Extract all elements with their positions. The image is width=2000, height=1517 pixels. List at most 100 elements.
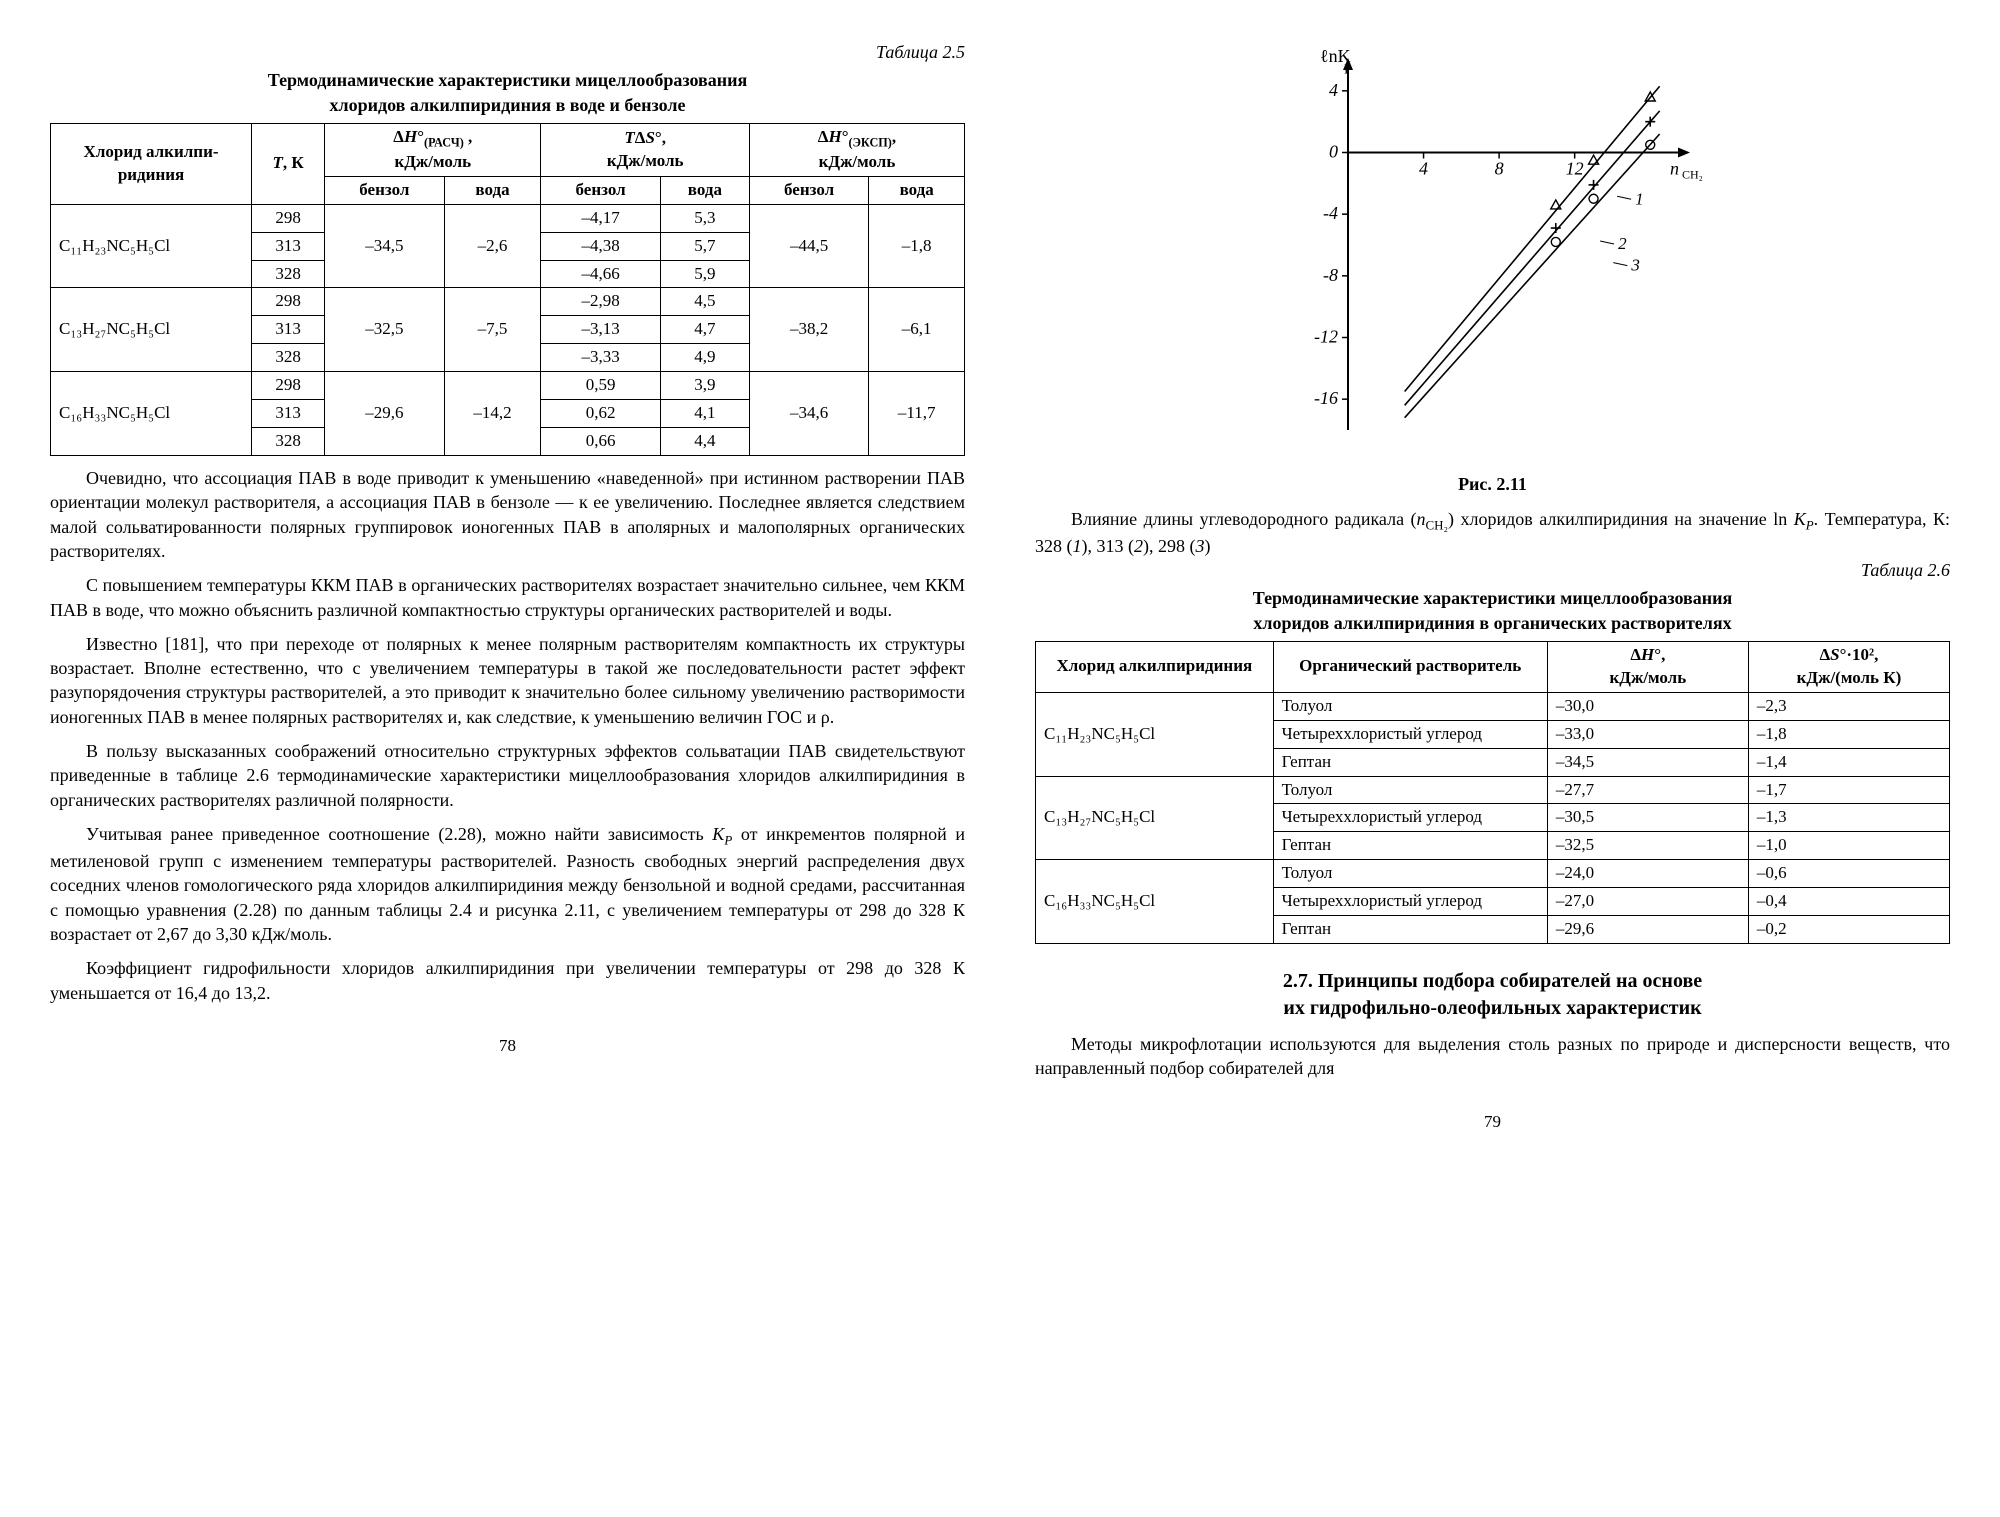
svg-text:-4: -4 — [1323, 203, 1338, 223]
t25-sw3: вода — [869, 176, 965, 204]
table-cell: 4,9 — [660, 344, 749, 372]
table-cell: Гептан — [1273, 748, 1547, 776]
table-cell: –30,5 — [1547, 804, 1748, 832]
table-cell: 298 — [252, 204, 325, 232]
t25-c1: Хлорид алкилпи-ридиния — [84, 142, 219, 184]
table-cell: C₁₆H₃₃NC₅H₅Cl — [1036, 860, 1274, 944]
t25-c-TdS: TΔS°,кДж/моль — [607, 128, 684, 170]
table-cell: 4,5 — [660, 288, 749, 316]
table-cell: –0,4 — [1748, 888, 1949, 916]
table-cell: 0,59 — [541, 372, 660, 400]
t26-c3: ΔH°,кДж/моль — [1610, 645, 1687, 687]
table-cell: C₁₁H₂₃NC₅H₅Cl — [51, 204, 252, 288]
table-cell: –34,5 — [325, 204, 444, 288]
table-cell: Толуол — [1273, 860, 1547, 888]
table-cell: –32,5 — [1547, 832, 1748, 860]
table-cell: –11,7 — [869, 372, 965, 456]
t25-title-l2: хлоридов алкилпиридиния в воде и бензоле — [330, 95, 686, 115]
table-cell: 313 — [252, 232, 325, 260]
page-left: Таблица 2.5 Термодинамические характерис… — [50, 40, 965, 1134]
table-cell: Четыреххлористый углерод — [1273, 888, 1547, 916]
t25-sb1: бензол — [325, 176, 444, 204]
table-cell: 313 — [252, 316, 325, 344]
p-l2: С повышением температуры ККМ ПАВ в орган… — [50, 573, 965, 622]
table-cell: –2,98 — [541, 288, 660, 316]
svg-text:2: 2 — [1618, 234, 1627, 253]
table-cell: 5,3 — [660, 204, 749, 232]
chart-svg: -16-12-8-4044812ℓnKPnCH₂123 — [1278, 40, 1708, 460]
table-cell: –34,5 — [1547, 748, 1748, 776]
table-cell: –30,0 — [1547, 692, 1748, 720]
p-l1: Очевидно, что ассоциация ПАВ в воде прив… — [50, 466, 965, 563]
table-cell: Гептан — [1273, 832, 1547, 860]
table-cell: C₁₁H₂₃NC₅H₅Cl — [1036, 692, 1274, 776]
sec-l2: их гидрофильно-олеофильных характеристик — [1283, 997, 1701, 1019]
table-cell: –24,0 — [1547, 860, 1748, 888]
t26-title-l2: хлоридов алкилпиридиния в органических р… — [1253, 613, 1731, 633]
table-cell: –0,2 — [1748, 916, 1949, 944]
table-cell: –6,1 — [869, 288, 965, 372]
table25-label: Таблица 2.5 — [50, 40, 965, 64]
t25-sb2: бензол — [541, 176, 660, 204]
p-l5: Учитывая ранее приведенное соотношение (… — [50, 822, 965, 946]
table-cell: 328 — [252, 344, 325, 372]
table-cell: 0,66 — [541, 428, 660, 456]
t25-c-dHexp: ΔH°(ЭКСП),кДж/моль — [818, 127, 896, 171]
fig-desc: Влияние длины углеводородного радикала (… — [1035, 507, 1950, 558]
table-cell: –7,5 — [444, 288, 541, 372]
table-cell: –29,6 — [1547, 916, 1748, 944]
table-cell: Гептан — [1273, 916, 1547, 944]
table-cell: 4,7 — [660, 316, 749, 344]
svg-text:0: 0 — [1329, 142, 1338, 162]
t26-c2: Органический растворитель — [1273, 641, 1547, 692]
svg-text:8: 8 — [1494, 159, 1503, 179]
table-cell: –2,3 — [1748, 692, 1949, 720]
table-cell: 4,1 — [660, 400, 749, 428]
table-cell: –34,6 — [749, 372, 868, 456]
t25-c-dHcalc: ΔH°(РАСЧ) ,кДж/моль — [393, 127, 472, 171]
pagenum-left: 78 — [50, 1035, 965, 1058]
svg-text:n: n — [1670, 159, 1679, 179]
table25: Хлорид алкилпи-ридиния T, К ΔH°(РАСЧ) ,к… — [50, 123, 965, 456]
p-l6: Коэффициент гидрофильности хлоридов алки… — [50, 956, 965, 1005]
p-l4: В пользу высказанных соображений относит… — [50, 739, 965, 812]
table-cell: Четыреххлористый углерод — [1273, 804, 1547, 832]
svg-text:-12: -12 — [1314, 327, 1338, 347]
table-cell: C₁₃H₂₇NC₅H₅Cl — [51, 288, 252, 372]
t25-sb3: бензол — [749, 176, 868, 204]
table-cell: Четыреххлористый углерод — [1273, 720, 1547, 748]
svg-text:P: P — [1344, 63, 1352, 78]
table-cell: 328 — [252, 260, 325, 288]
t26-c1: Хлорид алкилпиридиния — [1036, 641, 1274, 692]
table-cell: –27,7 — [1547, 776, 1748, 804]
table-cell: –4,38 — [541, 232, 660, 260]
table26-title: Термодинамические характеристики мицелло… — [1035, 586, 1950, 635]
t25-cT: T — [273, 153, 283, 172]
table-cell: –4,66 — [541, 260, 660, 288]
table-cell: C₁₆H₃₃NC₅H₅Cl — [51, 372, 252, 456]
table-cell: –1,3 — [1748, 804, 1949, 832]
t25-sw1: вода — [444, 176, 541, 204]
section-heading: 2.7. Принципы подбора собирателей на осн… — [1035, 968, 1950, 1022]
table-cell: 313 — [252, 400, 325, 428]
t26-c4: ΔS°·10²,кДж/(моль К) — [1797, 645, 1902, 687]
table-cell: Толуол — [1273, 692, 1547, 720]
table-cell: –29,6 — [325, 372, 444, 456]
p-r1: Методы микрофлотации используются для вы… — [1035, 1032, 1950, 1081]
table-cell: 328 — [252, 428, 325, 456]
table-cell: –2,6 — [444, 204, 541, 288]
svg-text:1: 1 — [1635, 189, 1644, 208]
t25-title-l1: Термодинамические характеристики мицелло… — [268, 70, 748, 90]
table-cell: –0,6 — [1748, 860, 1949, 888]
svg-text:CH₂: CH₂ — [1682, 168, 1703, 182]
table-cell: 4,4 — [660, 428, 749, 456]
table-cell: –1,7 — [1748, 776, 1949, 804]
figure-2-11: -16-12-8-4044812ℓnKPnCH₂123 — [1035, 40, 1950, 466]
t25-sw2: вода — [660, 176, 749, 204]
table-cell: –33,0 — [1547, 720, 1748, 748]
svg-text:12: 12 — [1565, 159, 1583, 179]
table-cell: 5,7 — [660, 232, 749, 260]
t26-title-l1: Термодинамические характеристики мицелло… — [1253, 588, 1733, 608]
fig-caption: Рис. 2.11 — [1035, 472, 1950, 496]
pagenum-right: 79 — [1035, 1111, 1950, 1134]
